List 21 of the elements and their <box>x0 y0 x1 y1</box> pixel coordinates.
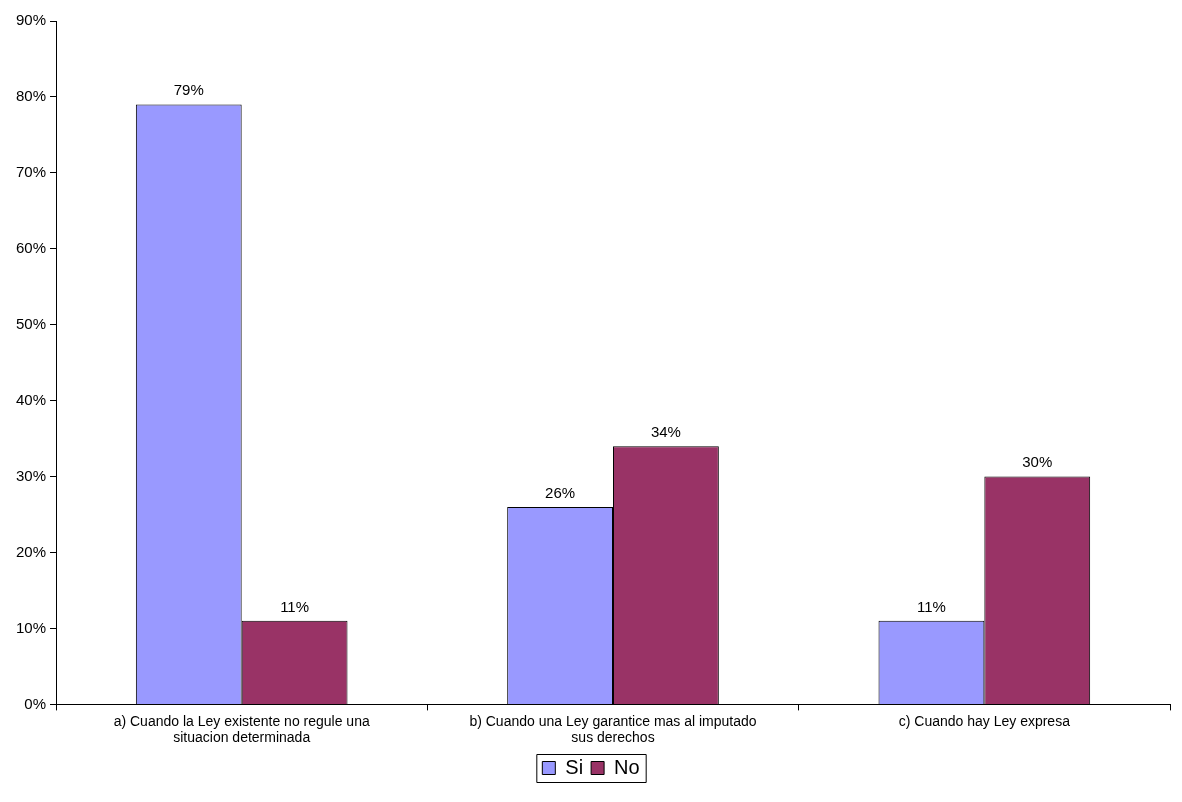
x-tick-label: a) Cuando la Ley existente no regule una situacion determinada <box>113 712 370 746</box>
legend-label: No <box>614 755 640 778</box>
data-label: 30% <box>1022 453 1053 471</box>
y-tick-label: 10% <box>15 618 47 636</box>
y-tick-label: 30% <box>15 466 47 484</box>
legend-label: Si <box>565 755 584 778</box>
y-tick-label: 60% <box>15 238 47 256</box>
y-tick-label: 70% <box>15 163 47 181</box>
data-label: 26% <box>545 483 576 501</box>
y-tick-label: 80% <box>15 87 47 105</box>
y-tick-label: 0% <box>24 694 47 712</box>
data-label: 11% <box>280 597 310 615</box>
x-tick-label: c) Cuando hay Ley expresa <box>898 712 1071 729</box>
data-label: 79% <box>173 81 204 99</box>
y-tick-label: 90% <box>15 11 47 29</box>
y-tick-label: 50% <box>15 314 47 332</box>
data-label: 34% <box>650 422 681 440</box>
y-tick-label: 20% <box>15 542 47 560</box>
x-tick-label: b) Cuando una Ley garantice mas al imputado sus derechos <box>469 712 757 746</box>
data-label: 11% <box>916 597 946 615</box>
y-tick-label: 40% <box>15 390 47 408</box>
